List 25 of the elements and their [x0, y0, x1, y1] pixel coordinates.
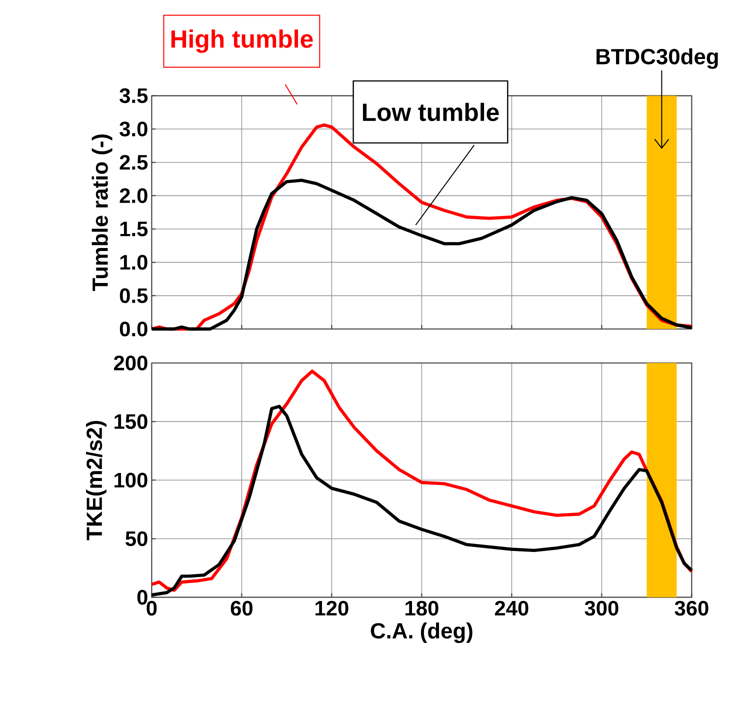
x-tick-label: 240: [494, 600, 528, 616]
y-tick-label: 3.5: [120, 88, 148, 104]
text: High tumble: [171, 30, 313, 53]
y-tick-label: 150: [114, 414, 148, 429]
y-tick-label: 100: [114, 472, 148, 488]
y-tick-label: 2.0: [120, 188, 148, 204]
text: Low tumble: [362, 102, 499, 122]
x-tick-label: 180: [406, 600, 438, 616]
x-tick-label: 120: [316, 600, 348, 616]
y-tick-label: 1.0: [120, 254, 148, 270]
x-tick-label: 300: [584, 600, 618, 616]
x-axis-title: C.A. (deg): [370, 622, 472, 644]
y-tick-label: 200: [114, 356, 148, 370]
x-tick-label: 60: [230, 600, 252, 616]
y-tick-label: 2.5: [120, 154, 148, 170]
y-tick-label: 50: [126, 531, 148, 546]
y-tick-label: 0: [137, 590, 148, 605]
y-axis-title: Tumble ratio (-): [92, 134, 112, 292]
x-tick-label: 360: [674, 600, 708, 616]
y-tick-label: 0.0: [120, 322, 148, 336]
y-axis-title: TKE(m2/s2): [86, 420, 106, 540]
y-tick-label: 0.5: [120, 288, 148, 304]
y-tick-label: 3.0: [120, 122, 148, 136]
band-label: BTDC30deg: [596, 48, 718, 69]
y-tick-label: 1.5: [120, 222, 148, 236]
